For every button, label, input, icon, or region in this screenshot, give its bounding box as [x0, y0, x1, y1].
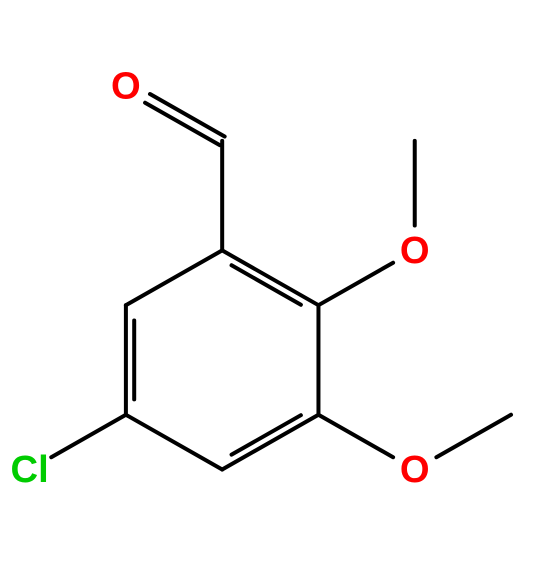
atom-label-cl: Cl	[11, 448, 49, 491]
molecule-diagram: Cl O O O	[0, 0, 555, 576]
atom-label-o: O	[400, 448, 430, 491]
atom-label-o: O	[400, 229, 430, 272]
atom-label-o: O	[111, 65, 141, 108]
